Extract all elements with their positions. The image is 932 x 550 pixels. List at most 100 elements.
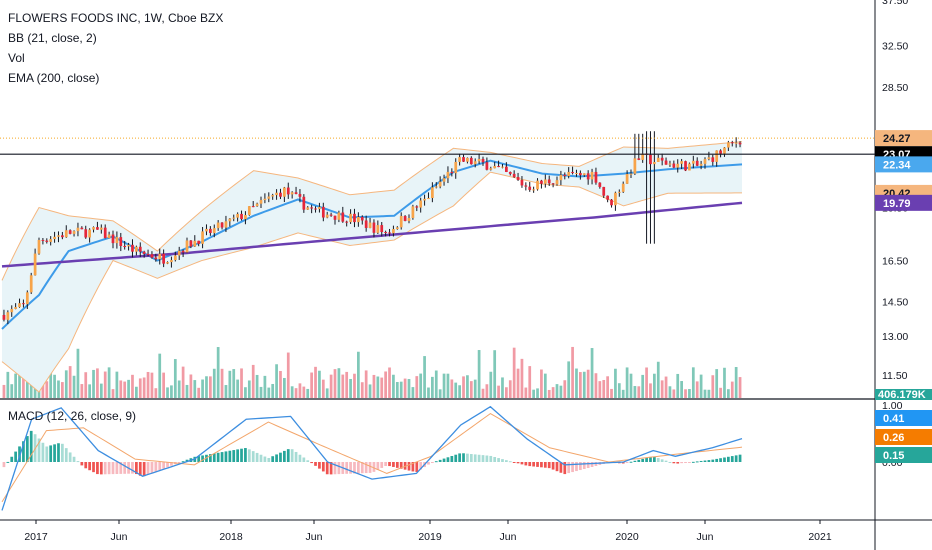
candle-body — [602, 186, 606, 196]
volume-bar — [286, 352, 290, 398]
candle-body — [524, 185, 528, 187]
macd-histogram-bar — [88, 462, 91, 471]
candle-body — [259, 200, 263, 204]
macd-histogram-bar — [310, 462, 313, 464]
macd-histogram-bar — [53, 444, 56, 462]
macd-histogram-bar — [80, 462, 84, 466]
macd-histogram-bar — [72, 456, 76, 462]
candle-body — [76, 227, 80, 232]
candle-body — [119, 237, 123, 246]
price-tag-bb-basis — [875, 156, 932, 173]
candle-body — [493, 166, 497, 169]
macd-histogram-bar — [454, 454, 458, 462]
macd-histogram-bar — [431, 462, 434, 463]
candle-body — [691, 160, 695, 164]
macd-histogram-bar — [707, 460, 711, 462]
time-axis-label: Jun — [697, 531, 714, 543]
candle-body — [115, 237, 119, 244]
macd-histogram-bar — [395, 462, 399, 468]
signal-value-tag-label: 0.26 — [883, 432, 904, 444]
candle-body — [103, 227, 107, 239]
candle-body — [543, 179, 547, 184]
ema-200-path — [1, 201, 743, 268]
volume-bar — [715, 369, 719, 398]
candle-body — [699, 163, 703, 166]
macd-histogram-bar — [103, 462, 107, 475]
candle-body — [290, 192, 294, 195]
volume-bar — [617, 383, 621, 398]
candle-body — [649, 154, 652, 165]
volume-bar — [236, 379, 239, 398]
signal-line — [1, 412, 743, 503]
candle-body — [703, 159, 707, 164]
histogram-value-tag — [875, 447, 932, 463]
candle-body — [551, 183, 555, 185]
macd-histogram-bar — [637, 459, 641, 462]
candle-body — [489, 168, 493, 170]
volume-bar — [302, 386, 306, 398]
macd-histogram-bar — [6, 461, 10, 463]
macd-histogram-bar — [181, 461, 185, 463]
candle-body — [201, 231, 204, 244]
volume-bar — [442, 373, 446, 398]
volume-bar — [575, 368, 578, 398]
candle-body — [555, 180, 559, 185]
candle-body — [251, 206, 255, 208]
candle-body — [501, 166, 504, 168]
macd-histogram-bar — [656, 458, 660, 462]
macd-histogram-bar — [314, 462, 317, 466]
macd-histogram-bar — [442, 458, 446, 462]
volume-bar — [18, 357, 21, 398]
macd-histogram-bar — [434, 461, 438, 463]
candle-body — [325, 214, 329, 218]
volume-bar — [738, 377, 742, 398]
volume-bar — [240, 368, 243, 398]
macd-legend[interactable]: MACD (12, 26, close, 9) — [8, 409, 137, 423]
volume-bar — [380, 377, 384, 398]
volume-bar — [92, 369, 95, 398]
volume-bar — [469, 381, 473, 398]
macd-histogram-bar — [275, 454, 278, 462]
candle-body — [719, 150, 722, 154]
price-axis-label: 11.50 — [882, 370, 908, 382]
volume-bar — [399, 381, 403, 398]
price-axis-label: 37.50 — [882, 0, 908, 7]
volume-bar — [462, 376, 465, 398]
candle-body — [146, 253, 150, 255]
candle-body — [306, 207, 310, 210]
macd-histogram-bar — [407, 462, 411, 471]
volume-bar — [551, 387, 555, 398]
candle-body — [547, 179, 551, 184]
legend-vol[interactable]: Vol — [8, 51, 25, 65]
volume-bar — [325, 388, 329, 398]
volume-bar — [555, 384, 559, 398]
legend-ema[interactable]: EMA (200, close) — [8, 71, 100, 85]
volume-bar — [267, 387, 271, 398]
candle-body — [563, 174, 567, 176]
macd-histogram-bar — [641, 458, 645, 462]
candle-body — [590, 171, 594, 180]
volume-bar — [310, 372, 313, 398]
macd-histogram-bar — [349, 462, 352, 474]
price-axis-label: 14.50 — [882, 297, 908, 309]
volume-bar — [688, 389, 691, 398]
candle-body — [610, 199, 613, 206]
macd-histogram-bar — [162, 462, 165, 469]
legend-bb[interactable]: BB (21, close, 2) — [8, 31, 97, 45]
volume-bar — [115, 371, 119, 398]
volume-bar — [150, 372, 154, 398]
macd-histogram-bar — [563, 462, 567, 475]
price-tag-ema-200 — [875, 194, 932, 211]
macd-histogram-bar — [477, 454, 481, 462]
volume-bar — [699, 374, 703, 398]
macd-histogram-bar — [575, 462, 578, 472]
volume-bar — [111, 389, 115, 398]
volume-bar — [520, 358, 524, 398]
macd-histogram-bar — [99, 462, 103, 475]
macd-histogram-bar — [279, 452, 282, 462]
price-axis-label: 32.50 — [882, 40, 908, 52]
macd-histogram-bar — [244, 448, 247, 462]
volume-bar — [528, 366, 532, 398]
price-tag-last-price-label: 24.27 — [883, 133, 911, 145]
volume-bar — [434, 370, 438, 398]
